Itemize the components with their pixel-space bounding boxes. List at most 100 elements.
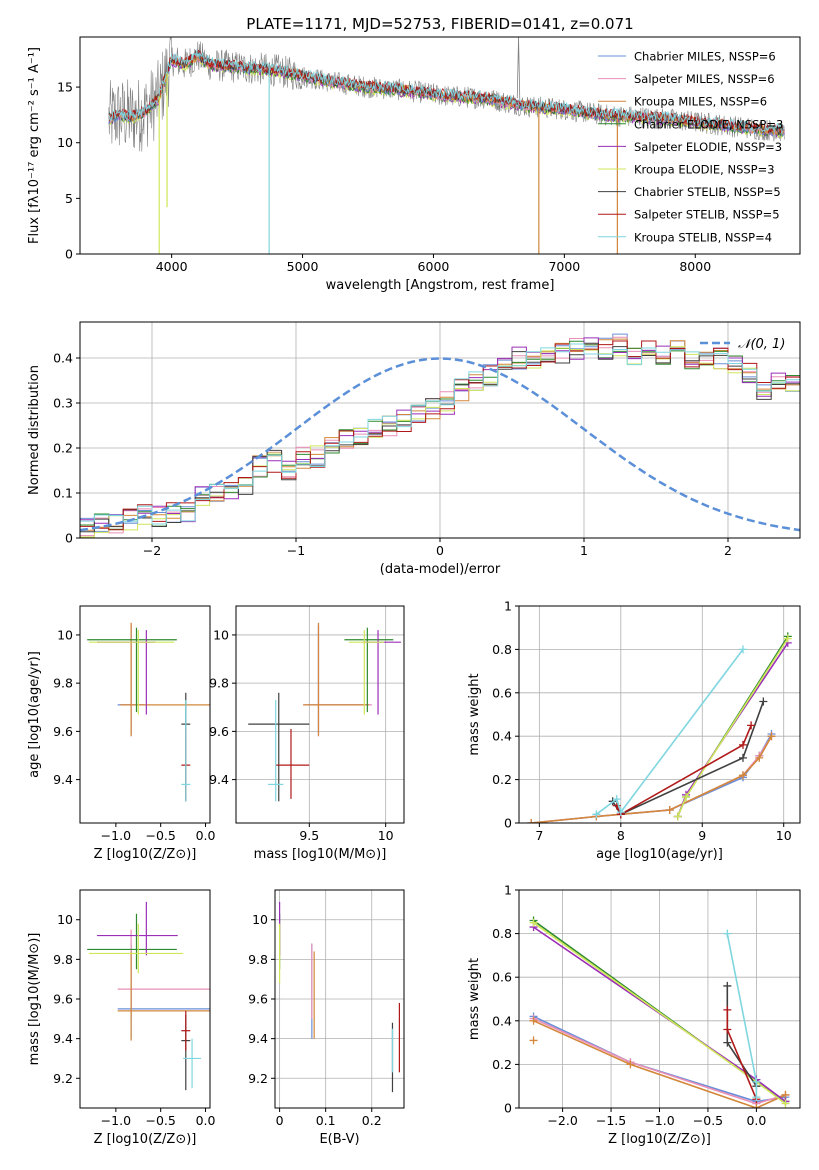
residual-hist-kroupa_miles	[80, 338, 800, 531]
massweight_vs_Z-marker-kroupa_stelib	[723, 929, 732, 938]
residuals-plot-area	[80, 333, 800, 538]
massweight_vs_age-ytick-label: 0.8	[492, 642, 512, 657]
mass_vs_ebv-xtick-label: 0.2	[362, 1113, 382, 1128]
residuals-ytick-label: 0.2	[53, 441, 73, 456]
massweight_vs_age-marker-kroupa_miles	[665, 805, 674, 814]
massweight_vs_Z-panel: −2.0 −1.5 −1.0 −0.5 0.0 0 0.2 0.4 0.6 0.8 1 Z [log1…	[467, 883, 801, 1147]
mass_vs_ebv-xtick-label: 0	[276, 1113, 284, 1128]
massweight_vs_Z-xtick-label: 0.0	[746, 1113, 766, 1128]
age_vs_Z-point-kroupa_elodie	[88, 630, 175, 715]
age_vs_Z-xtick-label: −0.5	[146, 828, 176, 843]
massweight_vs_age-ytick-label: 0	[504, 816, 512, 831]
mass_vs_ebv-xtick-label: 0.1	[316, 1113, 336, 1128]
age_vs_Z-xlabel: Z [log10(Z/Z⊙)]	[94, 847, 197, 862]
mass_vs_Z-ytick-label: 9.6	[53, 992, 73, 1007]
massweight_vs_age-xtick-label: 9	[698, 828, 706, 843]
massweight_vs_age-line-salpeter_elodie	[677, 642, 789, 817]
massweight_vs_Z-marker-salpeter_stelib	[723, 1005, 732, 1014]
spectrum-legend-label: Kroupa ELODIE, NSSP=3	[634, 163, 775, 177]
residuals-ytick-label: 0.1	[53, 486, 73, 501]
spectrum-ytick-label: 15	[57, 80, 73, 95]
spectrum-xtick-label: 4000	[156, 259, 188, 274]
mass_vs_Z-ytick-label: 9.2	[53, 1071, 73, 1086]
mass_vs_ebv-ytick-label: 9.8	[248, 952, 268, 967]
massweight_vs_Z-marker-kroupa_miles	[529, 1016, 538, 1025]
massweight_vs_Z-marker-kroupa_elodie	[529, 918, 538, 927]
mass_vs_Z-plot-area	[87, 901, 210, 1091]
massweight_vs_age-marker-kroupa_stelib	[738, 645, 747, 654]
mass_vs_Z-xtick-label: 0.0	[196, 1113, 216, 1128]
massweight_vs_Z-marker-chabrier_stelib	[723, 1038, 732, 1047]
massweight_vs_Z-ytick-label: 0.2	[492, 1057, 512, 1072]
mass_vs_Z-point-salpeter_stelib	[181, 1010, 191, 1051]
age_vs_mass-point-salpeter_stelib	[275, 728, 310, 799]
residuals-xtick-label: −2	[143, 543, 161, 558]
spectrum-ylabel: Flux [fλ10⁻¹⁷ erg cm⁻² s⁻¹ A⁻¹]	[27, 47, 42, 244]
spectrum-xlabel: wavelength [Angstrom, rest frame]	[326, 278, 555, 293]
spectrum-legend-label: Salpeter STELIB, NSSP=5	[634, 208, 780, 222]
age_vs_mass-ytick-label: 9.6	[209, 724, 229, 739]
massweight_vs_age-ytick-label: 0.2	[492, 772, 512, 787]
massweight_vs_age-marker-kroupa_elodie	[783, 634, 792, 643]
massweight_vs_Z-ytick-label: 0.4	[492, 1013, 512, 1028]
massweight_vs_Z-ytick-label: 0.6	[492, 970, 512, 985]
massweight_vs_age-marker-kroupa_stelib	[616, 808, 625, 817]
age_vs_mass-panel: 9.5 10 9.4 9.6 9.8 10 mass [log10(M/M⊙)]	[209, 605, 405, 862]
spectrum-plot-area	[108, 37, 785, 254]
massweight_vs_age-plot-area	[527, 632, 792, 823]
spectrum-legend-label: Kroupa MILES, NSSP=6	[634, 95, 767, 109]
massweight_vs_Z-xtick-label: −1.0	[644, 1113, 674, 1128]
mass_vs_Z-ytick-label: 9.4	[53, 1031, 73, 1046]
massweight_vs_age-marker-salpeter_stelib	[747, 721, 756, 730]
spectrum-xtick-label: 6000	[418, 259, 450, 274]
spectrum-legend-label: Chabrier MILES, NSSP=6	[634, 50, 776, 64]
massweight_vs_Z-marker-kroupa_miles	[752, 1104, 761, 1108]
mass_vs_ebv-ytick-label: 9.4	[248, 1031, 268, 1046]
massweight_vs_Z-marker-salpeter_stelib	[723, 1025, 732, 1034]
spectrum-xtick-label: 8000	[679, 259, 711, 274]
massweight_vs_age-marker-chabrier_stelib	[738, 753, 747, 762]
massweight_vs_age-marker-salpeter_stelib	[738, 740, 747, 749]
residuals-ytick-label: 0.3	[53, 396, 73, 411]
spectrum-ytick-label: 0	[65, 247, 73, 262]
massweight_vs_Z-xlabel: Z [log10(Z/Z⊙)]	[608, 1132, 711, 1147]
massweight_vs_age-marker-kroupa_stelib	[612, 795, 621, 804]
spectrum-xtick-label: 7000	[548, 259, 580, 274]
spectrum-data-line	[108, 37, 785, 152]
age_vs_Z-point-kroupa_stelib	[181, 700, 191, 802]
massweight_vs_Z-line-kroupa_miles	[533, 1020, 786, 1108]
age_vs_Z-point-salpeter_elodie	[97, 630, 156, 715]
gaussian-curve	[80, 357, 800, 532]
age_vs_mass-frame	[235, 605, 405, 824]
spectrum-legend-label: Chabrier STELIB, NSSP=5	[634, 185, 781, 199]
mass_vs_Z-point-salpeter_elodie	[97, 901, 178, 956]
massweight_vs_age-frame	[518, 605, 801, 824]
age_vs_Z-panel: −1.0 −0.5 0.0 9.4 9.6 9.8 10 Z [log10(Z/Z⊙)] age…	[27, 605, 216, 862]
massweight_vs_age-line-kroupa_stelib	[595, 648, 744, 815]
age_vs_Z-xtick-label: 0.0	[196, 828, 216, 843]
age_vs_mass-plot-area	[248, 622, 401, 802]
mass_vs_Z-point-chabrier_miles	[117, 943, 210, 1039]
massweight_vs_age-marker-kroupa_miles	[527, 819, 536, 823]
spectrum-legend-label: Kroupa STELIB, NSSP=4	[634, 230, 772, 244]
residuals-xlabel: (data-model)/error	[380, 562, 501, 577]
age_vs_mass-ytick-label: 9.8	[209, 676, 229, 691]
massweight_vs_Z-extra-marker	[529, 1036, 538, 1045]
massweight_vs_age-line-salpeter_stelib	[615, 725, 752, 816]
age_vs_mass-point-salpeter_elodie	[362, 630, 401, 715]
mass_vs_Z-point-kroupa_miles	[117, 951, 210, 1041]
mass_vs_Z-point-kroupa_elodie	[88, 923, 184, 974]
mass_vs_ebv-xlabel: E(B-V)	[319, 1132, 359, 1147]
age_vs_Z-plot-area	[87, 622, 210, 802]
massweight_vs_Z-marker-kroupa_stelib	[752, 1077, 761, 1086]
spectrum-xtick-label: 5000	[287, 259, 319, 274]
mass_vs_Z-xlabel: Z [log10(Z/Z⊙)]	[94, 1132, 197, 1147]
massweight_vs_age-marker-kroupa_elodie	[681, 792, 690, 801]
massweight_vs_age-ytick-label: 0.4	[492, 729, 512, 744]
massweight_vs_Z-xtick-label: −0.5	[693, 1113, 723, 1128]
massweight_vs_age-ylabel: mass weight	[467, 673, 482, 755]
massweight_vs_Z-xtick-label: −1.5	[596, 1113, 626, 1128]
age_vs_mass-point-kroupa_stelib	[268, 700, 284, 802]
